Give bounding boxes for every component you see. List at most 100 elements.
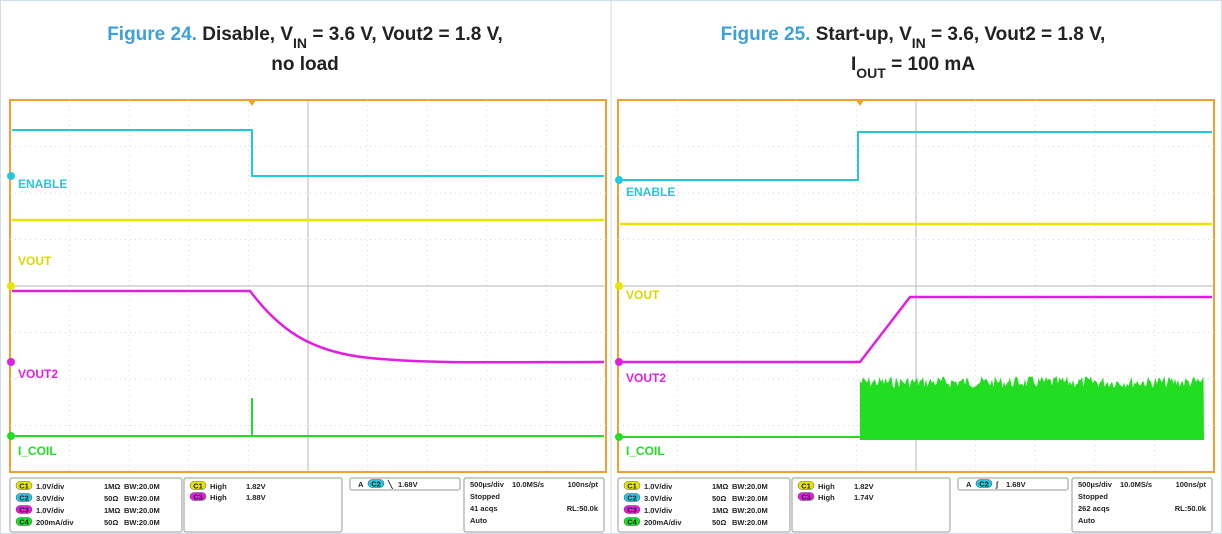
measurement-label: High (210, 493, 227, 502)
info-box (183, 477, 343, 533)
caption-line: Figure 24. Disable, VIN = 3.6 V, Vout2 =… (107, 24, 503, 51)
channel-bandwidth: BW:20.0M (124, 494, 160, 503)
channel-badge (623, 517, 641, 526)
channel-badge (15, 481, 33, 490)
timebase-scale: 500µs/div (1078, 480, 1113, 489)
trace-label: ENABLE (18, 177, 67, 191)
channel-bandwidth: BW:20.0M (732, 506, 768, 515)
channel-marker (615, 176, 623, 184)
channel-bandwidth: BW:20.0M (732, 518, 768, 527)
subscript: OUT (856, 65, 886, 81)
channel-scale: 1.0V/div (644, 482, 673, 491)
caption-text: = 3.6, Vout2 = 1.8 V, (926, 24, 1106, 45)
trace-label: VOUT (626, 288, 660, 302)
channel-marker (615, 433, 623, 441)
trigger-level: 1.68V (398, 480, 418, 489)
channel-scale: 1.0V/div (644, 506, 673, 515)
channel-badge (797, 492, 815, 501)
channel-scale: 200mA/div (36, 518, 74, 527)
trace-label: VOUT2 (18, 367, 58, 381)
channel-marker (7, 432, 15, 440)
info-box (791, 477, 951, 533)
channel-badge (797, 481, 815, 490)
icoil-ripple (860, 376, 1204, 440)
channel-marker (615, 282, 623, 290)
vout2-trace (12, 289, 605, 364)
info-box (463, 477, 605, 533)
figure-number: Figure 24. (107, 24, 197, 45)
channel-name: C3 (193, 493, 203, 502)
channel-name: C4 (627, 518, 637, 527)
channel-scale: 200mA/div (644, 518, 682, 527)
channel-name: C1 (19, 482, 29, 491)
channel-badge (623, 493, 641, 502)
caption-text: = 3.6 V, Vout2 = 1.8 V, (307, 24, 503, 45)
waveforms (620, 131, 1212, 440)
channel-name: C2 (979, 480, 989, 489)
icoil-trace (12, 398, 604, 437)
caption-line: Figure 25. Start-up, VIN = 3.6, Vout2 = … (721, 24, 1106, 51)
channel-impedance: 1MΩ (104, 482, 120, 491)
measurement-value: 1.74V (854, 493, 874, 502)
measurement-value: 1.88V (246, 493, 266, 502)
channel-name: C2 (19, 494, 29, 503)
channel-bandwidth: BW:20.0M (124, 482, 160, 491)
timebase-scale: 500µs/div (470, 480, 505, 489)
channel-scale: 1.0V/div (36, 482, 65, 491)
trigger-source: A (358, 480, 364, 489)
channel-marker (7, 358, 15, 366)
channel-badge (15, 505, 33, 514)
channel-name: C1 (627, 482, 637, 491)
channel-badge (189, 492, 207, 501)
channel-name: C4 (19, 518, 29, 527)
caption-line: IOUT = 100 mA (851, 54, 975, 81)
trigger-source: A (966, 480, 972, 489)
channel-name: C3 (627, 506, 637, 515)
channel-marker (7, 282, 15, 290)
info-box (617, 477, 791, 533)
channel-badge (15, 517, 33, 526)
timebase-rate: 10.0MS/s (512, 480, 544, 489)
caption-text: Disable, V (202, 24, 293, 45)
channel-impedance: 50Ω (104, 518, 118, 527)
trace-label: I_COIL (626, 444, 665, 458)
channel-name: C1 (193, 482, 203, 491)
figure-number: Figure 25. (721, 24, 811, 45)
subscript: IN (293, 35, 307, 51)
channel-name: C3 (801, 493, 811, 502)
trigger-slope: ∫ (995, 480, 999, 489)
enable-trace (12, 129, 604, 177)
channel-badge (189, 481, 207, 490)
channel-bandwidth: BW:20.0M (732, 482, 768, 491)
caption-text: I (851, 54, 856, 75)
channel-impedance: 1MΩ (712, 482, 728, 491)
subscript: IN (912, 35, 926, 51)
channel-marker (7, 172, 15, 180)
channel-badge (15, 493, 33, 502)
waveforms (12, 129, 605, 437)
enable-trace (620, 131, 1212, 181)
channel-name: C2 (371, 480, 381, 489)
trigger-marker (248, 100, 256, 106)
trigger-level: 1.68V (1006, 480, 1026, 489)
figure: Figure 25. Start-up, VIN = 3.6, Vout2 = … (615, 24, 1215, 533)
caption-text: no load (271, 54, 339, 75)
channel-badge (975, 479, 993, 488)
measurement-label: High (818, 493, 835, 502)
channel-scale: 3.0V/div (36, 494, 65, 503)
channel-bandwidth: BW:20.0M (124, 518, 160, 527)
measurement-label: High (210, 482, 227, 491)
timebase-rate: 10.0MS/s (1120, 480, 1152, 489)
channel-badge (623, 505, 641, 514)
caption-text: Start-up, V (816, 24, 912, 45)
scope-screen (9, 99, 607, 473)
channel-scale: 3.0V/div (644, 494, 673, 503)
figure: Figure 24. Disable, VIN = 3.6 V, Vout2 =… (7, 24, 607, 533)
channel-name: C1 (801, 482, 811, 491)
channel-impedance: 1MΩ (712, 506, 728, 515)
vout2-trace (620, 295, 1212, 364)
channel-badge (623, 481, 641, 490)
trigger-marker (856, 100, 864, 106)
acq-count: 41 acqs (470, 504, 498, 513)
